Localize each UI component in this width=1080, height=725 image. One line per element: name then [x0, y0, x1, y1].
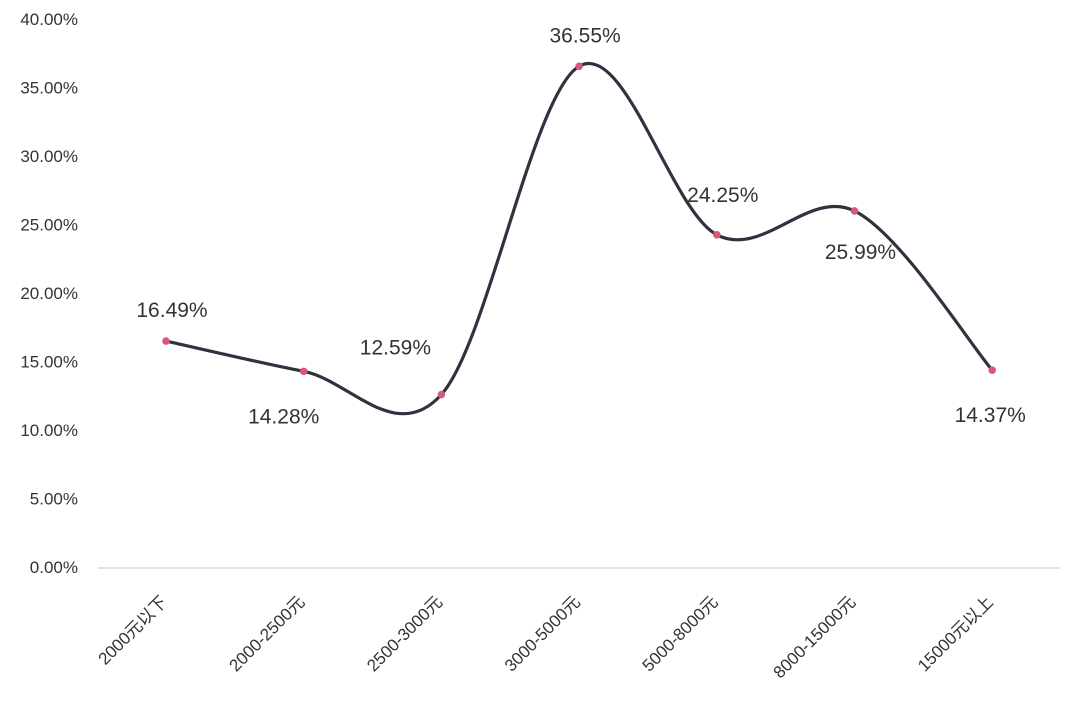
data-point: [713, 230, 721, 239]
x-axis: 2000元以下 2000-2500元 2500-3000元 3000-5000元 500…: [95, 567, 1060, 682]
data-label: 24.25%: [687, 184, 758, 207]
y-tick-label: 35.00%: [20, 79, 78, 98]
y-tick-label: 0.00%: [30, 558, 78, 577]
data-labels: 16.49% 14.28% 12.59% 36.55% 24.25% 25.99% 14.3…: [136, 24, 1025, 428]
data-label: 36.55%: [549, 24, 620, 47]
y-tick-label: 10.00%: [20, 421, 78, 440]
y-tick-label: 20.00%: [20, 284, 78, 303]
y-tick-label: 15.00%: [20, 353, 78, 372]
y-tick-label: 25.00%: [20, 216, 78, 235]
x-category-label: 2500-3000元: [363, 592, 446, 675]
data-point: [988, 366, 996, 374]
data-label: 12.59%: [360, 337, 431, 360]
data-point: [850, 207, 859, 215]
x-category-label: 2000元以下: [95, 592, 171, 668]
data-markers: [162, 62, 996, 399]
series-line: [164, 61, 994, 416]
data-point: [162, 337, 170, 345]
y-tick-label: 30.00%: [20, 147, 78, 166]
y-axis: 0.00% 5.00% 10.00% 15.00% 20.00% 25.00% 30.00%…: [20, 10, 78, 577]
data-label: 25.99%: [825, 241, 896, 264]
x-category-label: 2000-2500元: [226, 592, 309, 675]
x-category-label: 5000-8000元: [639, 592, 722, 675]
x-category-label: 8000-15000元: [770, 592, 860, 682]
x-category-label: 3000-5000元: [501, 592, 584, 675]
y-tick-label: 5.00%: [30, 490, 78, 509]
data-point: [437, 390, 446, 399]
x-category-label: 15000元以上: [914, 592, 997, 675]
series-lines: [164, 61, 994, 416]
data-point: [575, 62, 583, 71]
data-point: [299, 367, 308, 376]
y-tick-label: 40.00%: [20, 10, 78, 29]
data-label: 14.37%: [955, 404, 1026, 427]
data-label: 16.49%: [136, 299, 207, 322]
data-label: 14.28%: [248, 405, 319, 428]
